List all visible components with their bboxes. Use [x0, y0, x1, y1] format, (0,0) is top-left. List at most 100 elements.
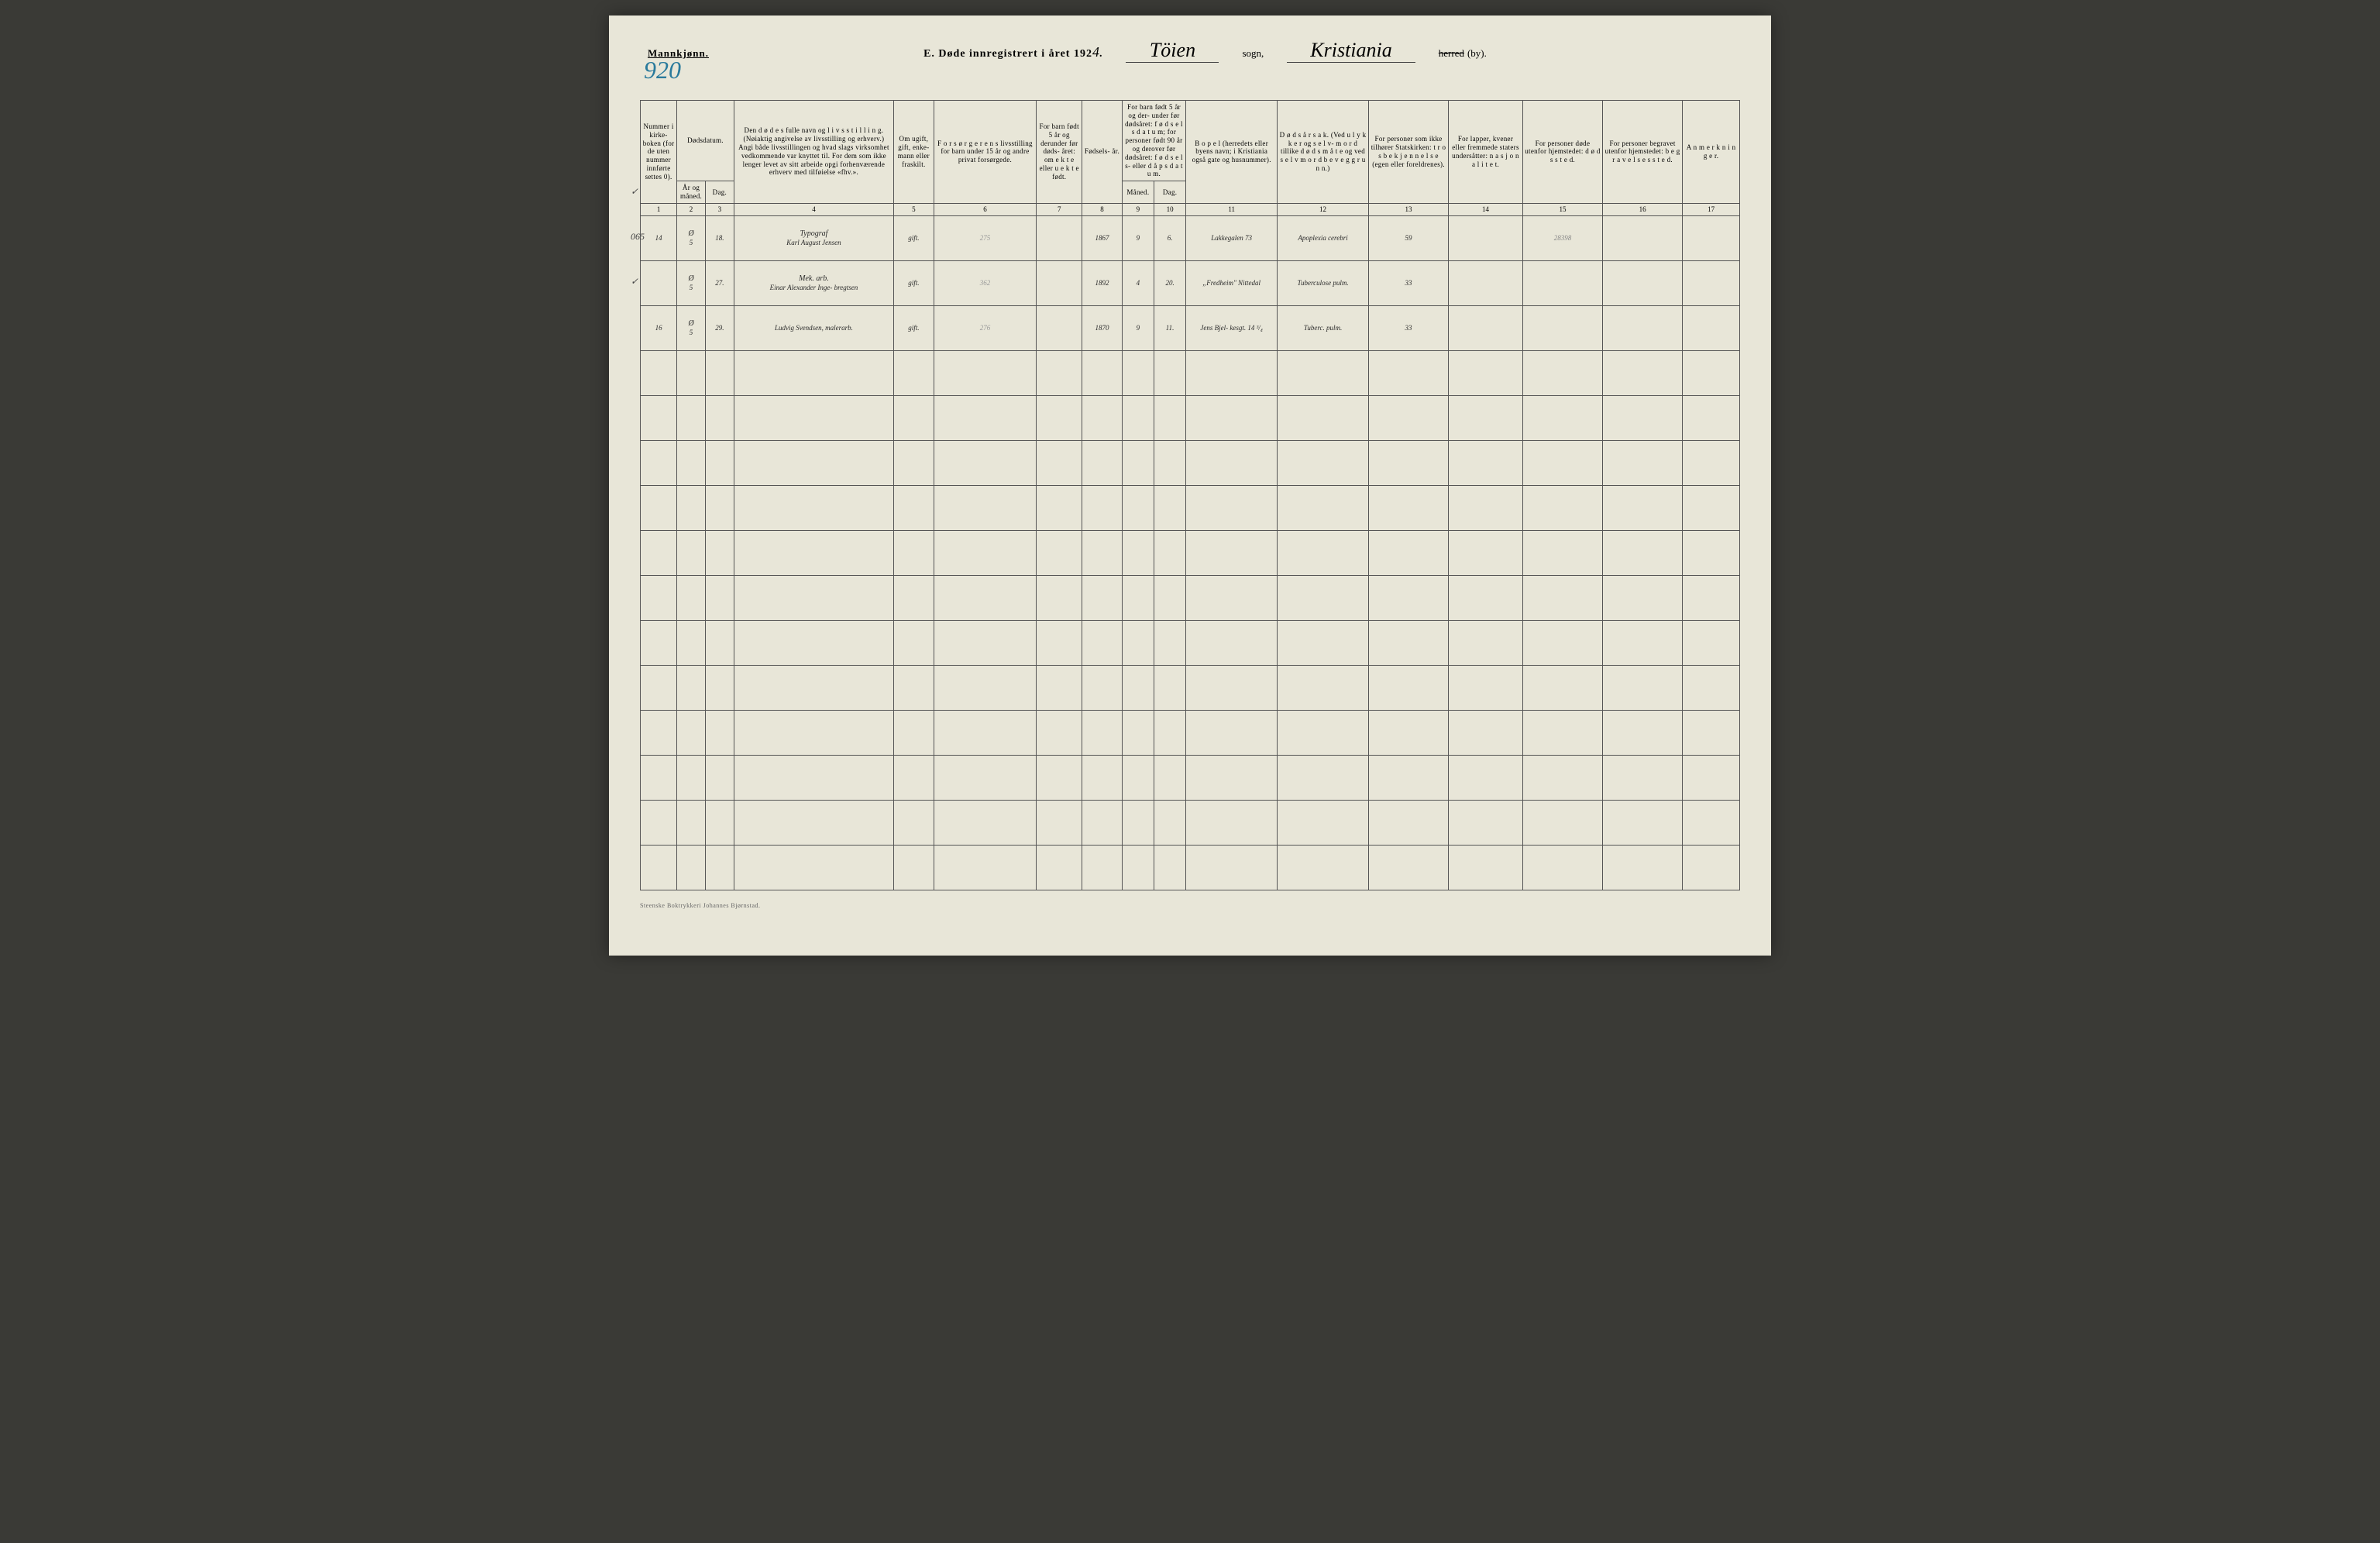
col-header: Om ugift, gift, enke- mann eller fraskil… [894, 101, 934, 204]
cell-empty [1278, 800, 1369, 845]
cell-empty [894, 620, 934, 665]
cell-empty [934, 710, 1037, 755]
cell-empty [1037, 440, 1082, 485]
register-table: Nummer i kirke- boken (for de uten numme… [640, 100, 1740, 890]
cell-empty [705, 710, 734, 755]
col-header: For lapper, kvener eller fremmede stater… [1449, 101, 1523, 204]
cell-empty [1683, 575, 1740, 620]
cell-empty [1522, 350, 1602, 395]
cell-empty [934, 350, 1037, 395]
cell-empty [1449, 350, 1523, 395]
cell-empty [1278, 350, 1369, 395]
margin-mark: 065 [631, 231, 645, 243]
cell-empty [1278, 440, 1369, 485]
col-subheader: Dag. [1154, 181, 1185, 204]
cell-c5: gift. [894, 215, 934, 260]
cell-c15: 28398 [1522, 215, 1602, 260]
cell-empty [1683, 395, 1740, 440]
cell-empty [1683, 665, 1740, 710]
cell-empty [1082, 755, 1123, 800]
table-row-empty [641, 665, 1740, 710]
col-header: For barn født 5 år og derunder før døds-… [1037, 101, 1082, 204]
cell-c3: 18. [705, 215, 734, 260]
cell-c10: 20. [1154, 260, 1185, 305]
cell-empty [1122, 395, 1154, 440]
colnum: 10 [1154, 203, 1185, 215]
cell-c6: 362 [934, 260, 1037, 305]
cell-empty [1368, 530, 1448, 575]
cell-empty [641, 800, 677, 845]
cell-empty [1037, 620, 1082, 665]
cell-empty [934, 440, 1037, 485]
cell-c3: 29. [705, 305, 734, 350]
cell-empty [1082, 575, 1123, 620]
cell-c12: Apoplexia cerebri [1278, 215, 1369, 260]
cell-empty [1603, 575, 1683, 620]
cell-empty [1122, 575, 1154, 620]
page-header: Mannkjønn. 920 E. Døde innregistrert i å… [640, 39, 1740, 84]
cell-c9: 9 [1122, 215, 1154, 260]
cell-c14 [1449, 260, 1523, 305]
colnum: 7 [1037, 203, 1082, 215]
cell-empty [1368, 710, 1448, 755]
cell-empty [1449, 440, 1523, 485]
cell-empty [1603, 350, 1683, 395]
cell-empty [677, 530, 706, 575]
cell-empty [734, 440, 893, 485]
cell-c2: Ø5 [677, 215, 706, 260]
cell-empty [934, 575, 1037, 620]
table-row-empty [641, 620, 1740, 665]
cell-empty [1278, 710, 1369, 755]
cell-empty [734, 665, 893, 710]
cell-empty [677, 440, 706, 485]
cell-empty [1683, 530, 1740, 575]
cell-c2: Ø5 [677, 305, 706, 350]
cell-empty [1186, 845, 1278, 890]
cell-empty [1122, 755, 1154, 800]
cell-empty [1368, 800, 1448, 845]
table-row-empty [641, 350, 1740, 395]
cell-empty [1037, 350, 1082, 395]
cell-empty [1449, 485, 1523, 530]
cell-empty [894, 440, 934, 485]
cell-empty [894, 800, 934, 845]
cell-empty [1082, 620, 1123, 665]
cell-empty [1603, 620, 1683, 665]
table-row: 16Ø529.Ludvig Svendsen, malerarb.gift.27… [641, 305, 1740, 350]
cell-empty [677, 485, 706, 530]
cell-empty [1683, 845, 1740, 890]
col-subheader: År og måned. [677, 181, 706, 204]
cell-c1: 14 [641, 215, 677, 260]
cell-empty [677, 395, 706, 440]
col-header: A n m e r k n i n g e r. [1683, 101, 1740, 204]
colnum: 3 [705, 203, 734, 215]
cell-empty [1368, 665, 1448, 710]
year-handwritten: 4 [1092, 44, 1099, 60]
colnum: 5 [894, 203, 934, 215]
cell-empty [1449, 755, 1523, 800]
cell-empty [705, 440, 734, 485]
col-subheader: Dag. [705, 181, 734, 204]
cell-empty [1154, 440, 1185, 485]
cell-empty [705, 485, 734, 530]
colnum: 12 [1278, 203, 1369, 215]
cell-empty [705, 350, 734, 395]
cell-c8: 1892 [1082, 260, 1123, 305]
cell-empty [934, 845, 1037, 890]
cell-empty [1683, 485, 1740, 530]
cell-empty [894, 845, 934, 890]
cell-empty [1082, 350, 1123, 395]
col-header: Nummer i kirke- boken (for de uten numme… [641, 101, 677, 204]
sogn-name: Töien [1126, 39, 1219, 63]
cell-empty [1368, 845, 1448, 890]
cell-empty [734, 710, 893, 755]
page-number-left: 920 [644, 56, 709, 84]
cell-empty [1449, 800, 1523, 845]
cell-empty [1122, 620, 1154, 665]
cell-empty [1082, 710, 1123, 755]
colnum: 16 [1603, 203, 1683, 215]
cell-empty [1449, 395, 1523, 440]
cell-empty [1278, 620, 1369, 665]
cell-empty [1154, 485, 1185, 530]
cell-empty [894, 710, 934, 755]
